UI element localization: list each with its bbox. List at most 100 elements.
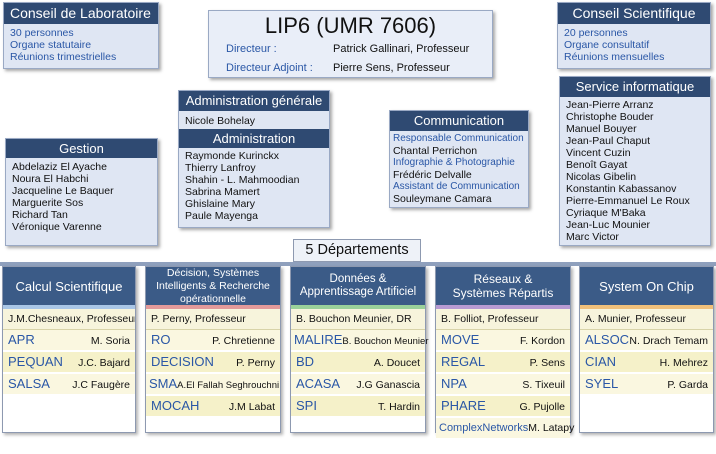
team-name: MOVE [441, 332, 480, 347]
communication-title: Communication [390, 111, 528, 131]
team-row: CIAN H. Mehrez [580, 352, 713, 374]
service-informatique-box: Service informatique Jean-Pierre Arranz … [559, 76, 711, 246]
directeur-adjoint-value: Pierre Sens, Professeur [333, 62, 450, 74]
department-donnees-apprentissage: Données & Apprentissage Artificiel B. Bo… [290, 266, 429, 433]
department-reseaux-systemes-repartis: Réseaux & Systèmes Répartis B. Folliot, … [435, 266, 574, 440]
team-name: APR [8, 332, 35, 347]
lip6-direction-box: LIP6 (UMR 7606) Directeur : Patrick Gall… [208, 10, 493, 78]
communication-role: Assistant de Communication [393, 181, 520, 192]
team-name: SALSA [8, 376, 50, 391]
team-row: SPI T. Hardin [291, 396, 425, 418]
team-row: APR M. Soria [3, 330, 135, 352]
department-color-stripe [3, 305, 135, 309]
team-row: MOCAH J.M Labat [146, 396, 280, 418]
team-row: MALIRE B. Bouchon Meunier [291, 330, 429, 352]
gestion-member: Jacqueline Le Baquer [12, 185, 114, 197]
service-informatique-member: Benoît Gayat [566, 159, 628, 171]
conseil-laboratoire-box: Conseil de Laboratoire 30 personnes Orga… [3, 2, 159, 69]
service-informatique-member: Marc Victor [566, 231, 619, 243]
team-name: PEQUAN [8, 354, 63, 369]
team-leader: H. Mehrez [659, 357, 708, 369]
team-leader: P. Perny [236, 357, 275, 369]
administration-member: Paule Mayenga [185, 210, 258, 222]
service-informatique-member: Konstantin Kabassanov [566, 183, 677, 195]
gestion-member: Véronique Varenne [12, 221, 102, 233]
team-leader: S. Tixeuil [522, 379, 565, 391]
administration-generale-title: Administration générale [179, 91, 329, 111]
directeur-adjoint-label: Directeur Adjoint : [226, 62, 313, 74]
department-title: Décision, Systèmes Intelligents & Recher… [146, 267, 280, 305]
department-system-on-chip: System On Chip A. Munier, Professeur ALS… [579, 266, 714, 433]
department-title: System On Chip [580, 267, 713, 305]
team-row: SMA A.El Fallah Seghrouchni [146, 374, 280, 396]
team-name: MALIRE [294, 332, 343, 347]
team-leader: M. Soria [90, 335, 130, 347]
team-leader: M. Latapy [528, 422, 575, 434]
team-row: BD A. Doucet [291, 352, 425, 374]
team-leader: A.El Fallah Seghrouchni [177, 380, 280, 391]
team-leader: A. Doucet [373, 357, 420, 369]
team-leader: B. Bouchon Meunier [342, 336, 429, 347]
team-row: SYEL P. Garda [580, 374, 713, 396]
conseil-laboratoire-title: Conseil de Laboratoire [4, 3, 158, 24]
team-name: MOCAH [151, 398, 200, 413]
communication-box: Communication Responsable Communication … [389, 110, 529, 208]
directeur-label: Directeur : [226, 43, 277, 55]
team-name: CIAN [585, 354, 617, 369]
department-head: B. Folliot, Professeur [436, 309, 570, 330]
gestion-member: Abdelaziz El Ayache [12, 161, 107, 173]
team-name: BD [296, 354, 315, 369]
conseil-laboratoire-line: 30 personnes [10, 27, 74, 39]
team-row: RO P. Chretienne [146, 330, 280, 352]
team-leader: J.C Faugère [72, 379, 130, 391]
team-leader: J.M Labat [228, 401, 275, 413]
team-name: SYEL [585, 376, 619, 391]
conseil-scientifique-box: Conseil Scientifique 20 personnes Organe… [557, 2, 711, 69]
departments-bar [0, 262, 716, 266]
lip6-title: LIP6 (UMR 7606) [264, 13, 437, 38]
team-leader: J.C. Bajard [78, 357, 130, 369]
department-color-stripe [146, 305, 280, 309]
service-informatique-member: Vincent Cuzin [566, 147, 631, 159]
team-row: ACASA J.G Ganascia [291, 374, 425, 396]
team-row: PHARE G. Pujolle [436, 396, 570, 418]
communication-role: Infographie & Photographie [393, 157, 515, 168]
conseil-scientifique-title: Conseil Scientifique [558, 3, 710, 24]
service-informatique-member: Cyriaque M'Baka [566, 207, 646, 219]
service-informatique-member: Nicolas Gibelin [566, 171, 637, 183]
department-title: Données & Apprentissage Artificiel [291, 267, 425, 305]
administration-member: Ghislaine Mary [185, 198, 256, 210]
administration-member: Sabrina Mamert [185, 186, 260, 198]
team-row: SALSA J.C Faugère [3, 374, 135, 396]
team-leader: P. Garda [667, 379, 708, 391]
team-leader: N. Drach Temam [629, 335, 708, 347]
team-row: REGAL P. Sens [436, 352, 570, 374]
administration-title: Administration [179, 129, 329, 148]
department-decision-systemes-intelligents: Décision, Systèmes Intelligents & Recher… [145, 266, 281, 433]
administration-box: Administration générale Nicole Bohelay A… [178, 90, 330, 228]
conseil-scientifique-line: Organe consultatif [564, 39, 650, 51]
team-name: ACASA [296, 376, 341, 391]
departments-title: 5 Départements [293, 239, 421, 262]
team-name: ALSOC [585, 332, 630, 347]
administration-member: Shahin - L. Mahmoodian [185, 174, 300, 186]
service-informatique-title: Service informatique [560, 77, 710, 97]
gestion-member: Richard Tan [12, 209, 68, 221]
service-informatique-member: Jean-Paul Chaput [566, 135, 651, 147]
gestion-title: Gestion [6, 139, 157, 158]
communication-member: Frédéric Delvalle [393, 169, 472, 181]
directeur-value: Patrick Gallinari, Professeur [333, 43, 470, 55]
department-head: P. Perny, Professeur [146, 309, 280, 330]
department-color-stripe [436, 305, 570, 309]
service-informatique-member: Christophe Bouder [566, 111, 654, 123]
team-name: RO [151, 332, 171, 347]
team-name: SPI [296, 398, 317, 413]
conseil-scientifique-line: Réunions mensuelles [564, 51, 665, 63]
team-leader: G. Pujolle [519, 401, 565, 413]
team-name: SMA [149, 376, 178, 391]
team-row: PEQUAN J.C. Bajard [3, 352, 135, 374]
department-head: A. Munier, Professeur [580, 309, 713, 330]
team-leader: J.G Ganascia [356, 379, 420, 391]
conseil-scientifique-line: 20 personnes [564, 27, 628, 39]
service-informatique-member: Jean-Luc Mounier [566, 219, 651, 231]
